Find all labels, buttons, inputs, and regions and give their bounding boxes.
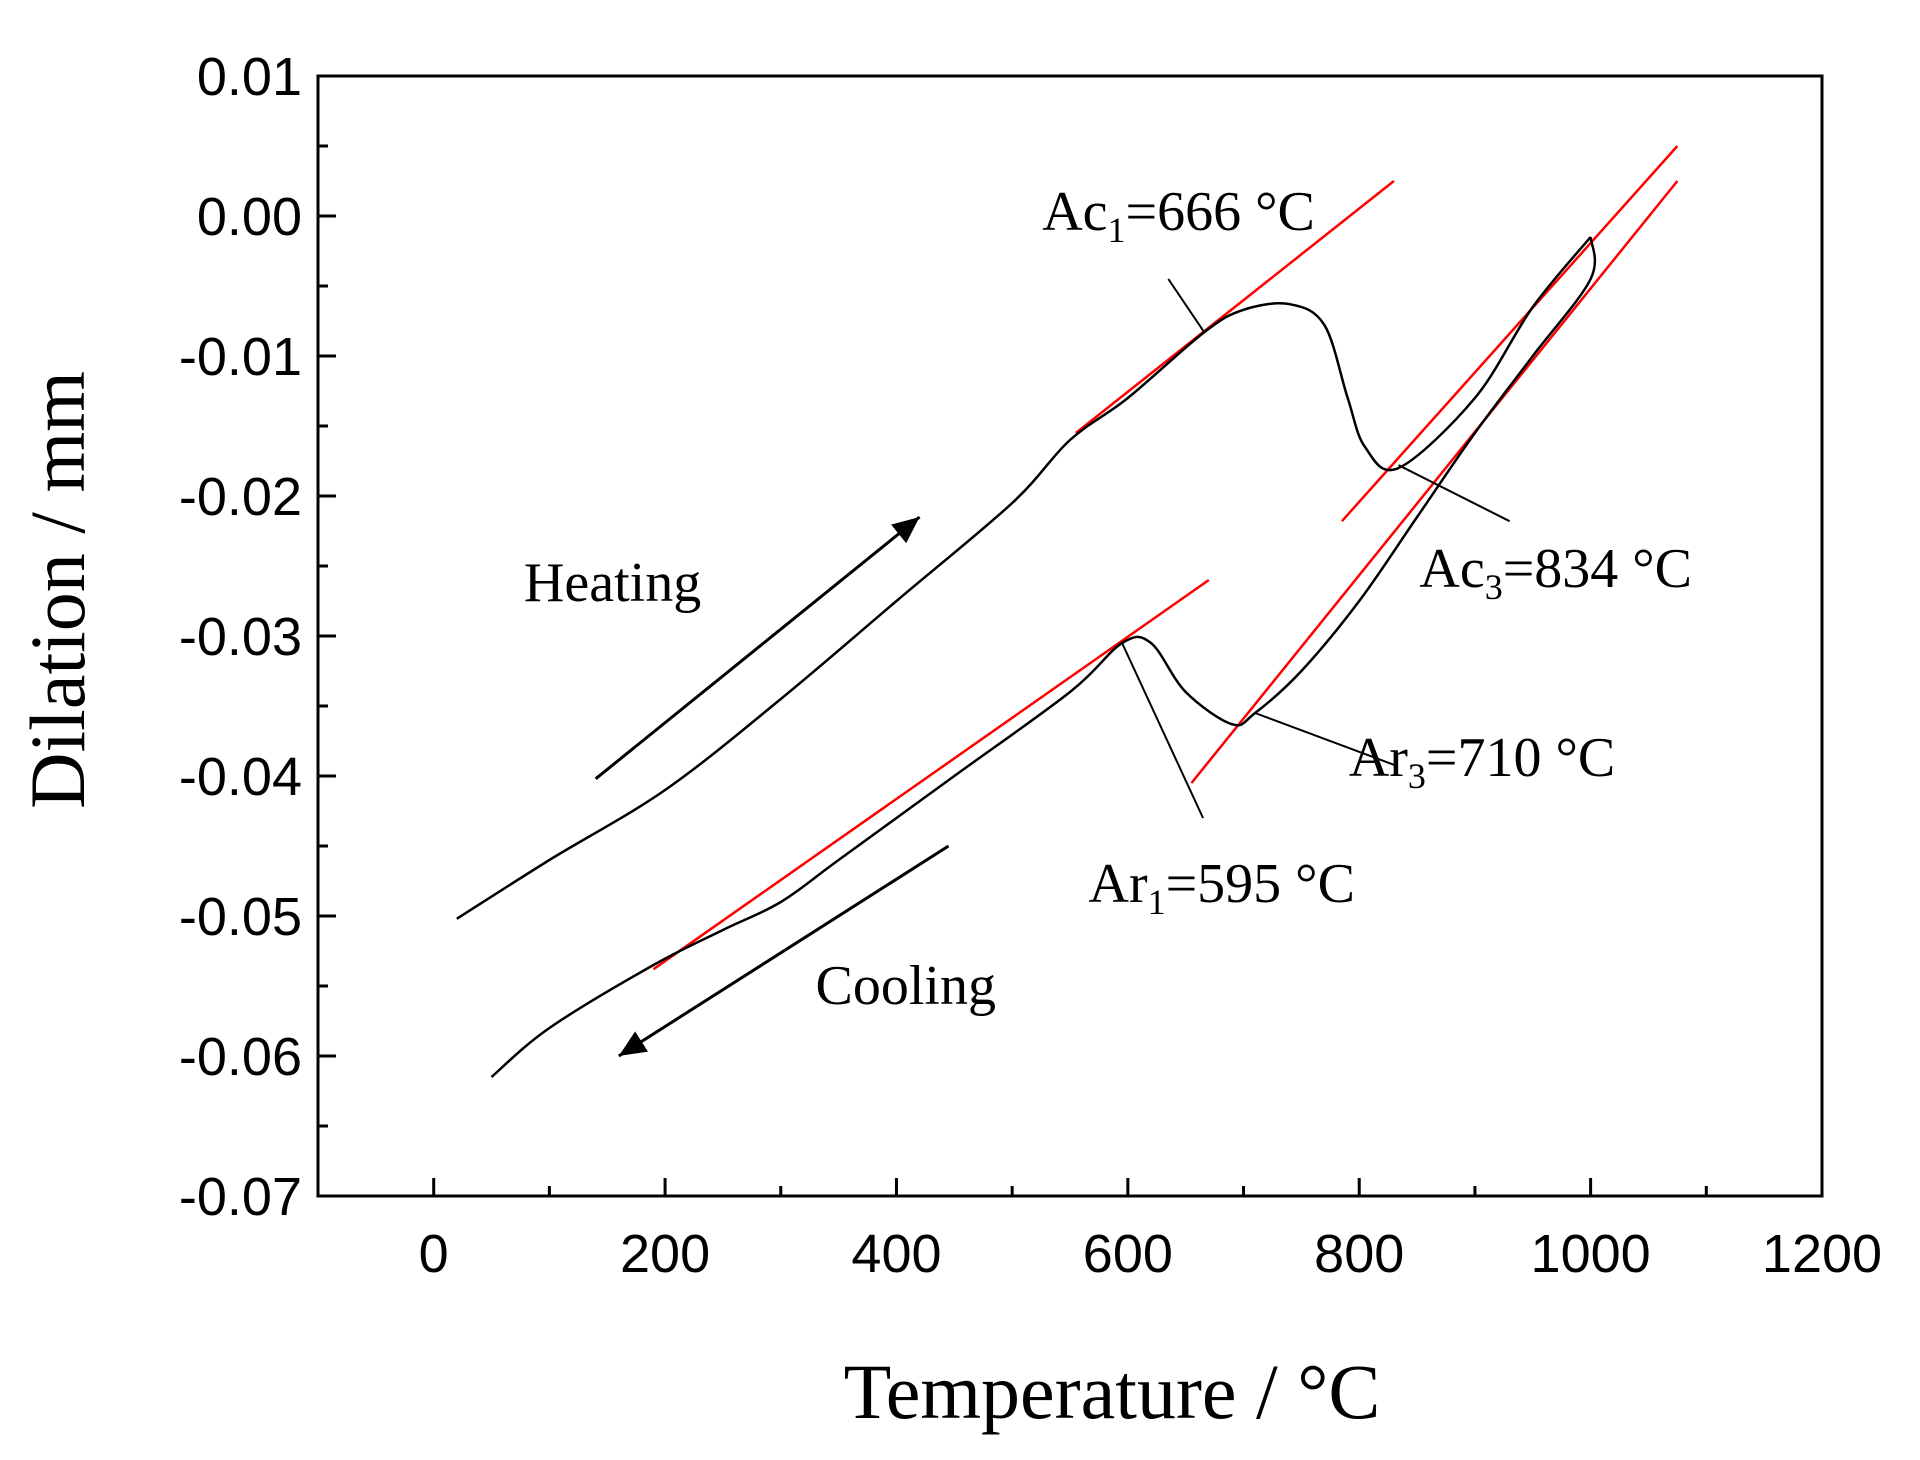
y-tick-label: -0.05	[179, 887, 302, 947]
y-tick-label: -0.01	[179, 327, 302, 387]
y-tick-label: 0.00	[197, 187, 302, 247]
ar1-label: Ar1=595 °C	[1089, 853, 1355, 922]
ar3-label: Ar3=710 °C	[1349, 727, 1615, 796]
heating-curve	[456, 236, 1592, 920]
x-tick-label: 400	[851, 1224, 941, 1284]
y-tick-label: 0.01	[197, 47, 302, 107]
cooling-label: Cooling	[815, 955, 995, 1017]
cooling-curve	[490, 236, 1597, 1078]
ac1-label: Ac1=666 °C	[1042, 181, 1315, 250]
tangent-line	[1075, 180, 1395, 434]
y-axis-title: Dilation / mm	[14, 371, 101, 809]
y-tick-label: -0.06	[179, 1027, 302, 1087]
ac3-leader	[1398, 464, 1511, 523]
heating-arrow	[594, 515, 921, 780]
cooling-arrow	[617, 844, 950, 1058]
plot-frame	[316, 74, 1824, 1198]
tangent-line	[1340, 145, 1679, 523]
direction-arrows	[594, 515, 950, 1058]
y-tick-label: -0.07	[179, 1167, 302, 1227]
y-tick-label: -0.02	[179, 467, 302, 527]
tangent-line	[652, 578, 1210, 971]
ac1-leader	[1167, 278, 1206, 333]
tangent-lines	[652, 145, 1679, 971]
dilation-curves	[456, 236, 1597, 1078]
axes: 0 200 400 600 800 1000 1200 0.01 0.00 -0.01 -0.02 -…	[179, 47, 1882, 1284]
x-tick-label: 0	[419, 1224, 449, 1284]
x-tick-label: 800	[1314, 1224, 1404, 1284]
x-tick-label: 1000	[1531, 1224, 1651, 1284]
y-tick-label: -0.03	[179, 607, 302, 667]
annotations: Ac1=666 °C Ac3=834 °C Ar3=710 °C Ar1=595 °C…	[524, 181, 1692, 1017]
ar3-leader	[1254, 712, 1395, 766]
ac3-label: Ac3=834 °C	[1419, 538, 1692, 607]
x-axis-title: Temperature / °C	[844, 1348, 1381, 1435]
ar1-leader	[1121, 642, 1204, 819]
y-tick-label: -0.04	[179, 747, 302, 807]
heating-label: Heating	[524, 552, 701, 614]
tangent-line	[1190, 180, 1679, 784]
x-tick-label: 200	[620, 1224, 710, 1284]
x-tick-label: 1200	[1762, 1224, 1882, 1284]
x-tick-label: 600	[1083, 1224, 1173, 1284]
